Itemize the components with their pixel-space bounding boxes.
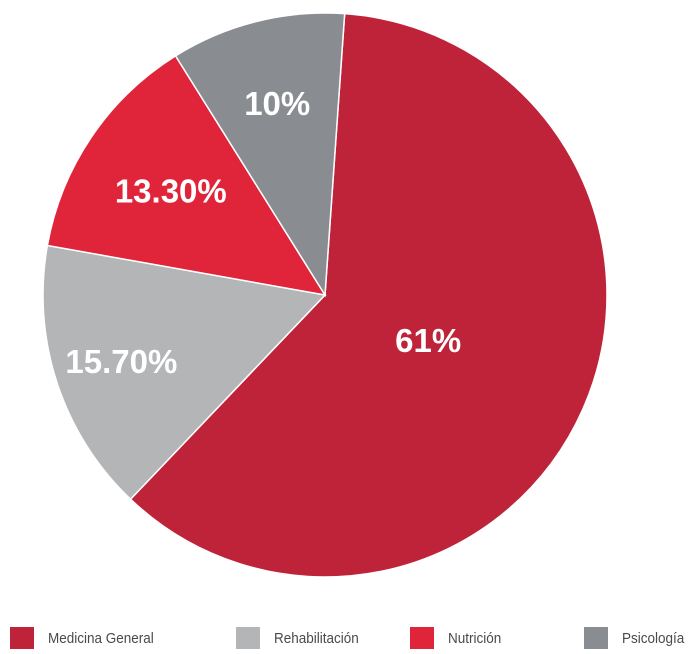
legend-item-nutricion: Nutrición [410,627,507,649]
data-label: 13.30% [115,172,227,209]
legend-item-psicologia: Psicología [584,627,691,649]
legend-label: Nutrición [448,629,502,647]
slice-psicologia [174,12,346,298]
data-label: 15.70% [65,343,177,380]
slice-rehabilitacion [42,244,327,501]
legend-swatch [10,627,34,649]
legend-label: Psicología [622,629,685,647]
legend-label: Rehabilitación [274,629,359,647]
legend-item-medicina-general: Medicina General [10,627,166,649]
legend-swatch [410,627,434,649]
data-label: 61% [395,322,461,359]
legend: Medicina General Rehabilitación Nutrició… [0,627,691,653]
legend-swatch [584,627,608,649]
legend-label: Medicina General [48,629,154,647]
legend-item-rehabilitacion: Rehabilitación [236,627,368,649]
slice-nutricion [46,54,327,297]
pie-chart: 61% 15.70% 13.30% 10% [42,12,608,578]
data-label: 10% [244,85,310,122]
legend-swatch [236,627,260,649]
slice-medicina-general [129,12,608,578]
